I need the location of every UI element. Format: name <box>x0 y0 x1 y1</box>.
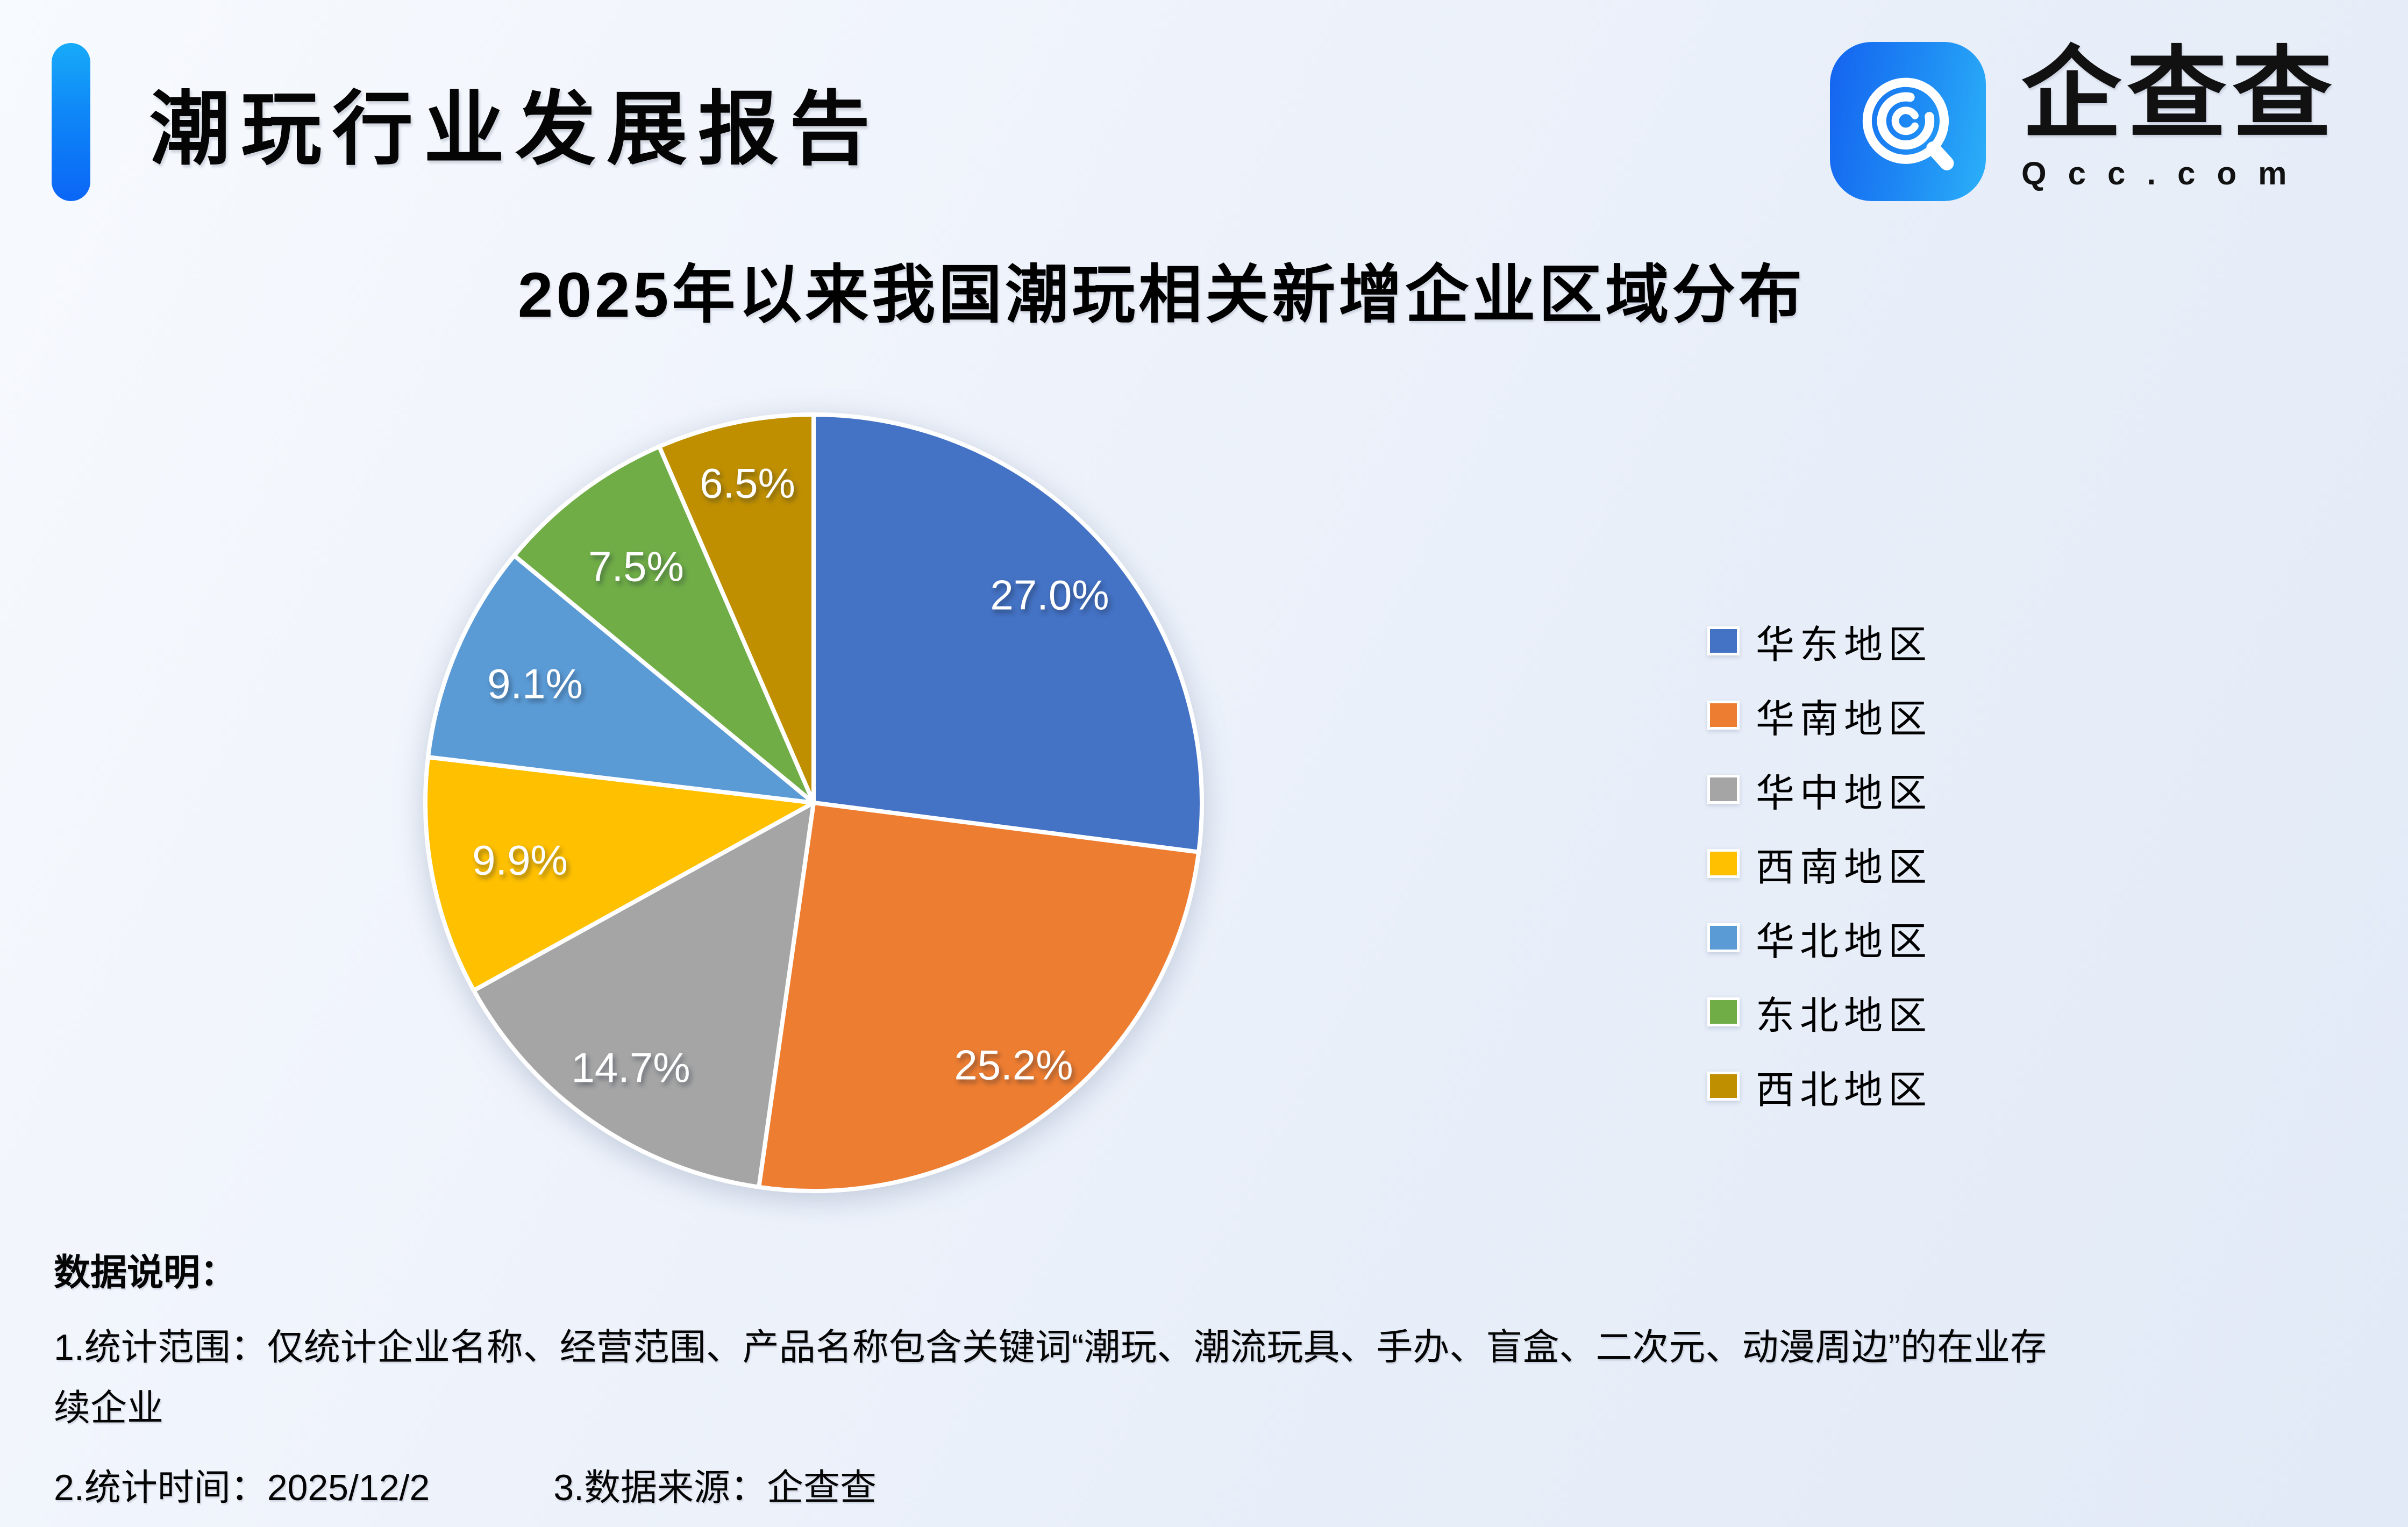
qcc-logo-domain: Qcc.com <box>2021 155 2309 191</box>
legend-label: 华北地区 <box>1756 920 1933 964</box>
pie-slice-华中地区 <box>472 801 816 1189</box>
legend-swatch-icon <box>1707 923 1740 952</box>
legend-item-西北地区: 西北地区 <box>1707 1067 1932 1112</box>
note-statistics-scope: 1.统计范围：仅统计企业名称、经营范围、产品名称包含关键词“潮玩、潮流玩具、手办… <box>54 1327 2047 1368</box>
chart-legend: 华东地区华南地区华中地区西南地区华北地区东北地区西北地区 <box>1707 622 1932 1141</box>
pie-slice-西北地区 <box>657 412 816 805</box>
note-data-source: 3.数据来源：企查查 <box>553 1467 877 1508</box>
legend-label: 华东地区 <box>1756 623 1933 667</box>
legend-swatch-icon <box>1707 849 1740 878</box>
qcc-logo-name: 企查查 <box>2021 39 2338 150</box>
legend-swatch-icon <box>1707 997 1740 1026</box>
note-statistics-time: 2.统计时间：2025/12/2 <box>54 1467 430 1508</box>
legend-label: 西南地区 <box>1756 846 1933 889</box>
note-meta: 2.统计时间：2025/12/2 3.数据来源：企查查 <box>54 1464 877 1512</box>
legend-label: 东北地区 <box>1756 994 1933 1038</box>
legend-swatch-icon <box>1707 701 1740 730</box>
legend-swatch-icon <box>1707 626 1740 655</box>
legend-item-华中地区: 华中地区 <box>1707 770 1932 815</box>
header-accent-bar <box>52 43 90 201</box>
qcc-logo: 企查查 Qcc.com <box>1830 42 2338 201</box>
chart-title: 2025年以来我国潮玩相关新增企业区域分布 <box>517 260 1806 331</box>
pie-slice-东北地区 <box>512 444 816 805</box>
legend-swatch-icon <box>1707 775 1740 804</box>
pie-chart <box>420 409 1207 1196</box>
qcc-magnifier-icon <box>1830 42 1986 201</box>
legend-item-西南地区: 西南地区 <box>1707 844 1932 889</box>
legend-item-华北地区: 华北地区 <box>1707 918 1932 964</box>
legend-item-东北地区: 东北地区 <box>1707 993 1932 1038</box>
legend-item-华南地区: 华南地区 <box>1707 696 1932 741</box>
pie-slice-西南地区 <box>423 755 816 993</box>
qcc-magnifier-icon-svg <box>1862 77 1954 170</box>
legend-label: 华南地区 <box>1756 697 1933 741</box>
legend-label: 华中地区 <box>1756 772 1933 815</box>
note-statistics-scope-cont: 续企业 <box>54 1388 164 1429</box>
legend-swatch-icon <box>1707 1072 1740 1101</box>
legend-label: 西北地区 <box>1756 1068 1933 1112</box>
pie-slice-华东地区 <box>811 412 1205 854</box>
pie-slice-华北地区 <box>426 553 816 805</box>
pie-slice-华南地区 <box>757 801 1201 1193</box>
legend-item-华东地区: 华东地区 <box>1707 622 1932 667</box>
qcc-logo-text: 企查查 Qcc.com <box>2021 42 2338 192</box>
pie-chart-svg <box>423 412 1205 1193</box>
report-title: 潮玩行业发展报告 <box>149 83 881 174</box>
notes-heading: 数据说明： <box>54 1252 237 1293</box>
